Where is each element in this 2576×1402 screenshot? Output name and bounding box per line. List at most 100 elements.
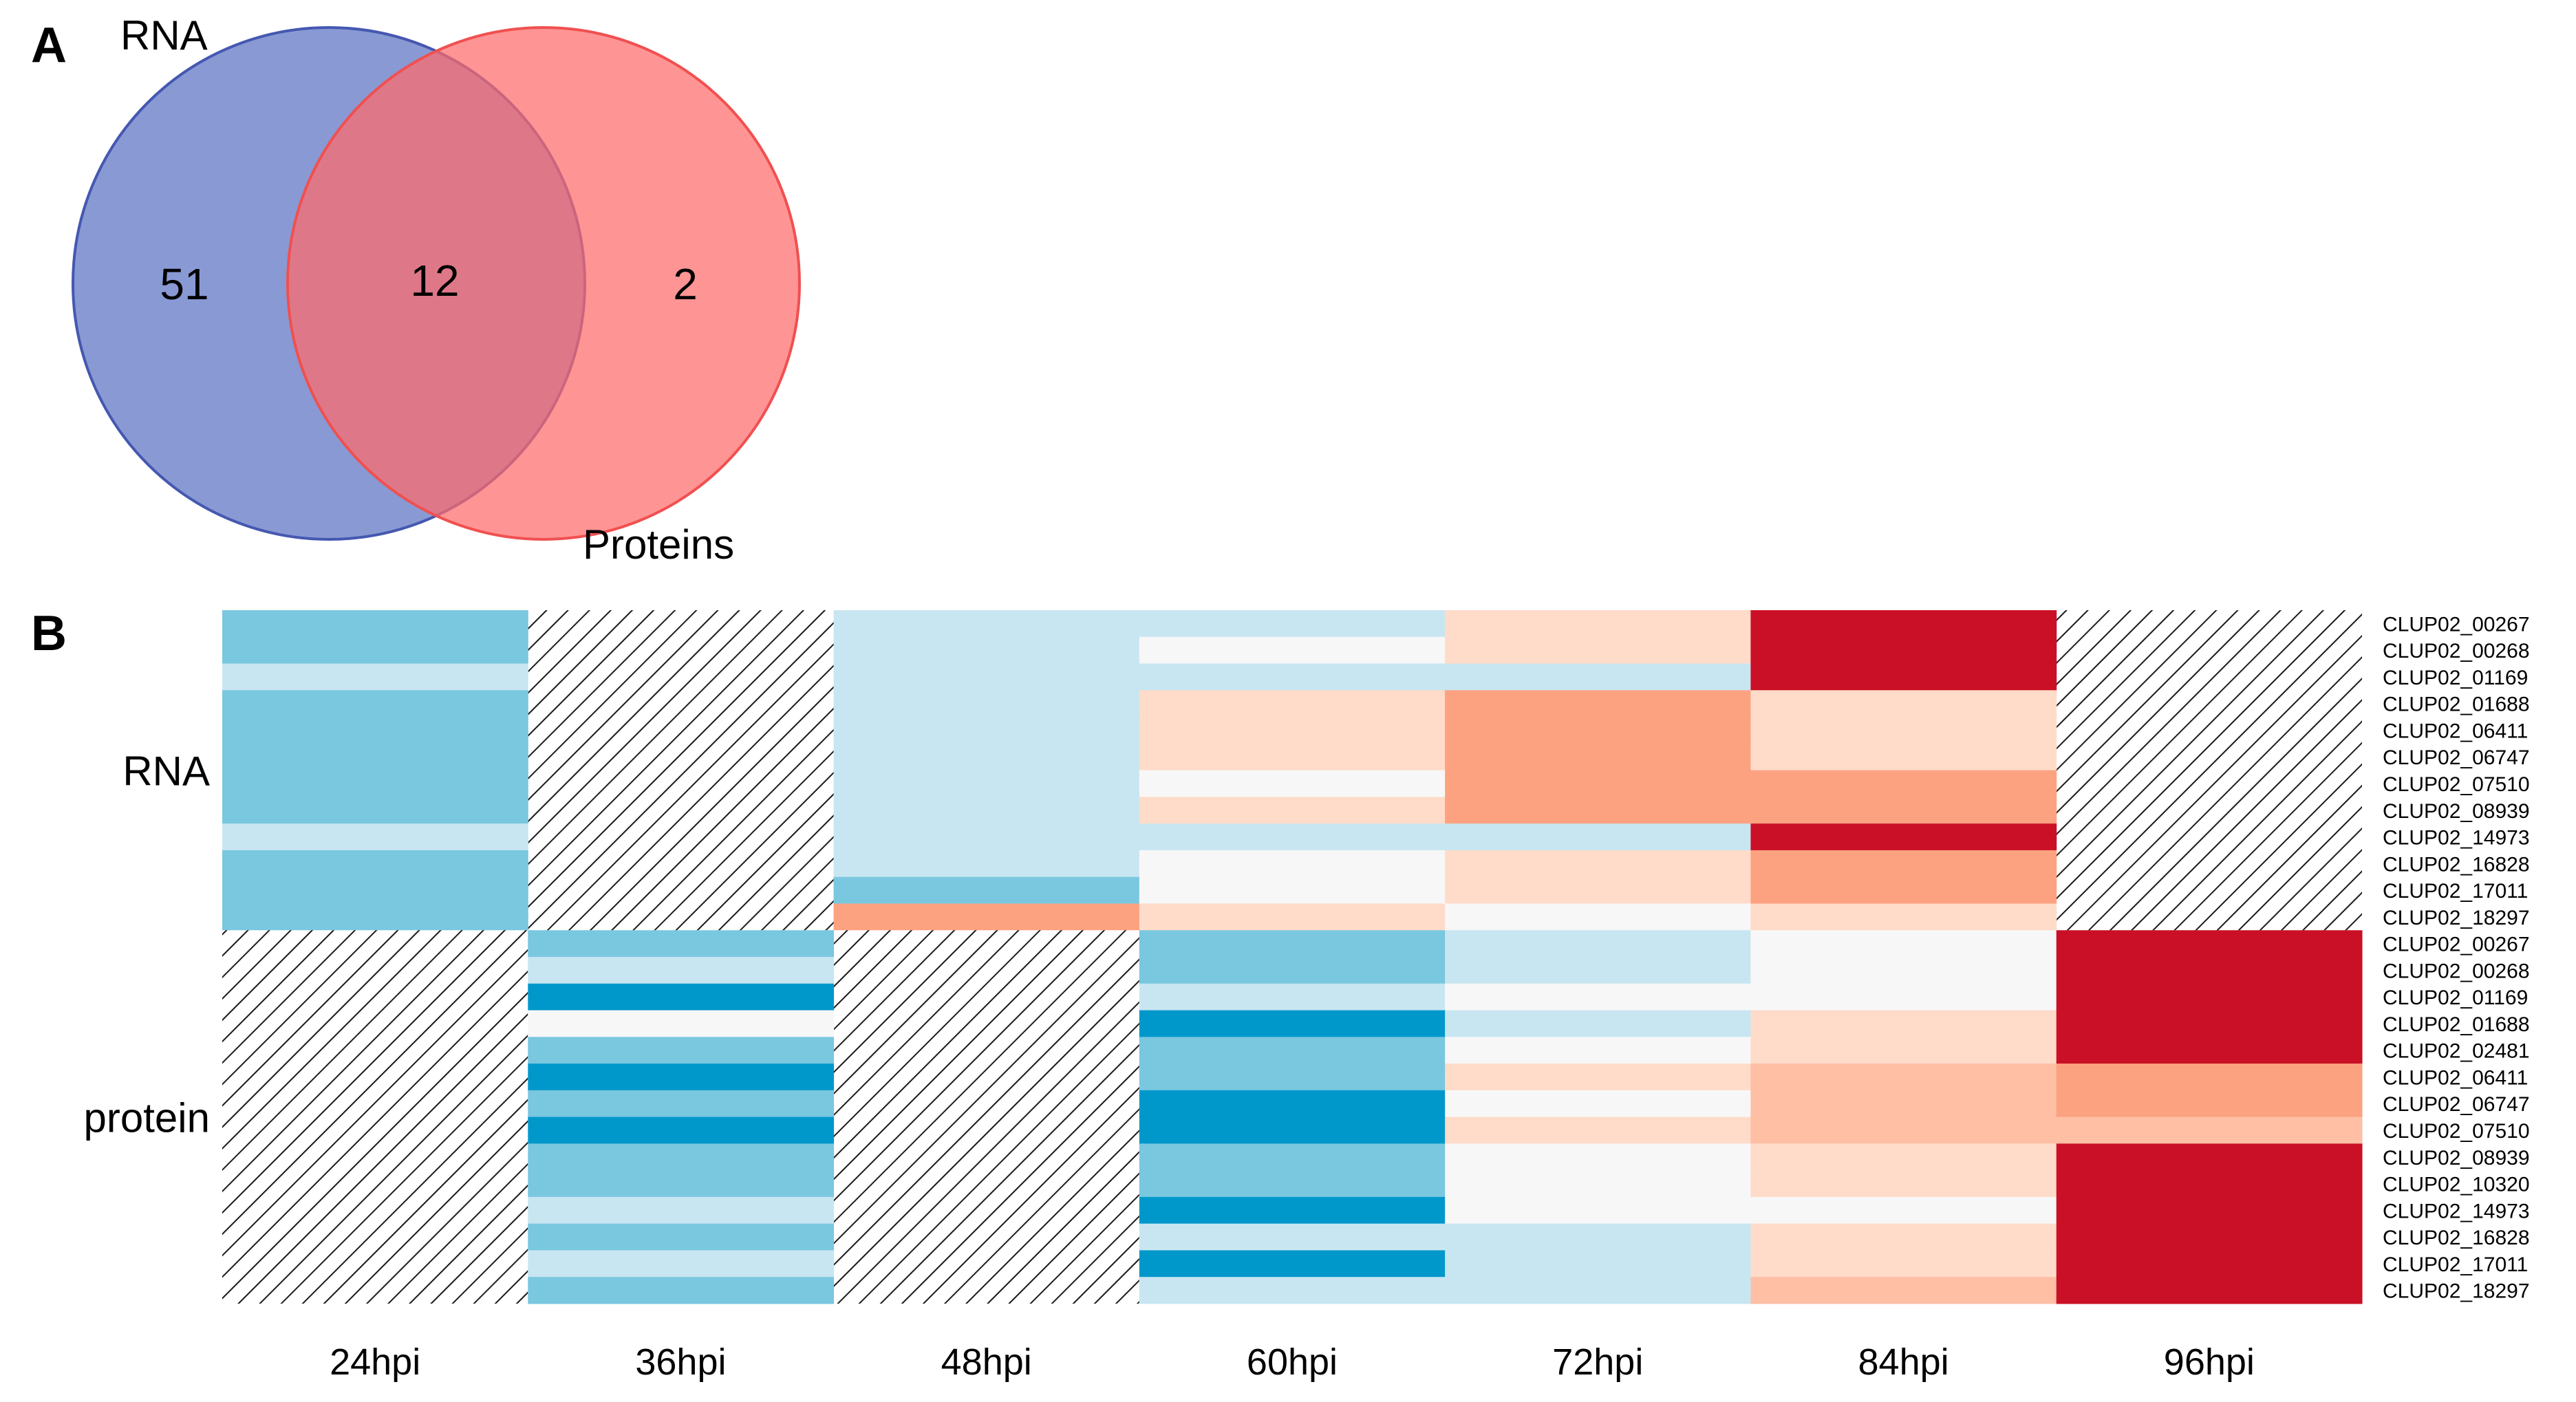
heatmap-cell	[1750, 930, 2057, 958]
group-label-protein: protein	[84, 1095, 210, 1141]
heatmap-cell	[1139, 876, 1446, 904]
heatmap-cell	[1139, 690, 1446, 718]
heatmap-cell	[1445, 610, 1751, 638]
heatmap-cell	[528, 1170, 835, 1198]
heatmap-cell	[1139, 930, 1446, 958]
heatmap-cell	[1750, 1064, 2057, 1091]
column-label: 96hpi	[2164, 1341, 2255, 1383]
row-label: CLUP02_01169	[2383, 667, 2528, 689]
heatmap-cell	[222, 823, 528, 851]
heatmap-cell	[1445, 1064, 1751, 1091]
heatmap-cell	[2056, 1010, 2363, 1037]
heatmap-cell	[1445, 1277, 1751, 1304]
heatmap-cell	[2056, 1250, 2363, 1277]
heatmap-cell	[833, 717, 1140, 744]
row-label: CLUP02_01688	[2383, 1013, 2530, 1036]
column-label: 48hpi	[941, 1341, 1032, 1383]
heatmap-cell	[1445, 743, 1751, 771]
heatmap-cell	[1750, 1090, 2057, 1118]
heatmap-cell	[1445, 1090, 1751, 1118]
heatmap-cell	[1445, 983, 1751, 1011]
column-label: 84hpi	[1858, 1341, 1949, 1383]
heatmap-cells	[222, 610, 2363, 1304]
heatmap-cell	[1445, 717, 1751, 744]
heatmap-cell	[1139, 797, 1446, 824]
heatmap-cell	[1750, 717, 2057, 744]
heatmap-cell	[1445, 1223, 1751, 1251]
row-labels: CLUP02_00267 CLUP02_00268 CLUP02_01169 CLUP…	[2383, 613, 2530, 1302]
heatmap-cell	[1445, 1117, 1751, 1144]
missing-block-rna-96hpi	[2056, 610, 2362, 931]
heatmap-cell	[1139, 957, 1446, 984]
heatmap-cell	[2056, 1037, 2363, 1064]
heatmap-cell	[1750, 957, 2057, 984]
row-label: CLUP02_06411	[2383, 1066, 2528, 1089]
heatmap-cell	[833, 663, 1140, 691]
heatmap-cell	[1139, 1196, 1446, 1225]
venn-count-rna-only: 51	[160, 259, 208, 309]
venn-count-proteins-only: 2	[673, 259, 698, 309]
heatmap-cell	[833, 690, 1140, 718]
row-label: CLUP02_16828	[2383, 853, 2530, 876]
row-label: CLUP02_08939	[2383, 1147, 2530, 1169]
heatmap-cell	[833, 770, 1140, 797]
heatmap-cell	[2056, 1143, 2363, 1171]
heatmap-cell	[222, 743, 528, 771]
heatmap-cell	[1139, 1143, 1446, 1171]
row-label: CLUP02_06747	[2383, 746, 2530, 769]
row-label: CLUP02_00268	[2383, 960, 2530, 982]
heatmap-cell	[528, 1250, 835, 1277]
heatmap-cell	[1139, 1090, 1446, 1118]
row-label: CLUP02_17011	[2383, 1253, 2528, 1276]
row-label: CLUP02_08939	[2383, 800, 2530, 823]
heatmap-cell	[222, 876, 528, 904]
heatmap-cell	[833, 850, 1140, 878]
heatmap-cell	[222, 717, 528, 744]
row-label: CLUP02_02481	[2383, 1040, 2530, 1063]
heatmap-cell	[1445, 930, 1751, 958]
row-label: CLUP02_16828	[2383, 1227, 2530, 1249]
heatmap-cell	[528, 1223, 835, 1251]
row-label: CLUP02_17011	[2383, 880, 2528, 903]
heatmap-cell	[1139, 1010, 1446, 1037]
heatmap-cell	[1750, 876, 2057, 904]
heatmap-cell	[222, 610, 528, 638]
heatmap-cell	[1139, 743, 1446, 771]
heatmap-cell	[2056, 1064, 2363, 1091]
heatmap-cell	[833, 743, 1140, 771]
group-label-rna: RNA	[122, 748, 210, 795]
heatmap-cell	[1139, 663, 1446, 691]
heatmap-cell	[1139, 717, 1446, 744]
heatmap-cell	[1750, 797, 2057, 824]
heatmap-cell	[1750, 1223, 2057, 1251]
row-label: CLUP02_01688	[2383, 693, 2530, 716]
heatmap-cell	[1139, 903, 1446, 931]
panel-label-a: A	[31, 18, 67, 73]
heatmap-cell	[2056, 930, 2363, 958]
row-label: CLUP02_00267	[2383, 613, 2530, 636]
heatmap-cell	[1750, 850, 2057, 878]
heatmap-cell	[1750, 770, 2057, 797]
row-label: CLUP02_10320	[2383, 1174, 2530, 1196]
heatmap-cell	[1750, 823, 2057, 851]
heatmap-cell	[1445, 770, 1751, 797]
panel-label-b: B	[31, 606, 67, 661]
column-label: 24hpi	[330, 1341, 420, 1383]
heatmap-cell	[1139, 770, 1446, 797]
missing-block-rna-36hpi	[528, 610, 834, 931]
heatmap-cell	[2056, 1090, 2363, 1118]
group-labels: RNA protein	[84, 748, 210, 1141]
heatmap-cell	[222, 636, 528, 665]
heatmap-cell	[1139, 850, 1446, 878]
heatmap-cell	[222, 690, 528, 718]
heatmap-cell	[2056, 957, 2363, 984]
heatmap-cell	[528, 1010, 835, 1037]
heatmap-cell	[528, 983, 835, 1011]
heatmap-cell	[1445, 876, 1751, 904]
heatmap-cell	[1445, 1170, 1751, 1198]
heatmap-cell	[222, 797, 528, 824]
heatmap-cell	[1750, 743, 2057, 771]
venn-panel: A RNA 51 12 2 Proteins	[31, 12, 801, 568]
row-label: CLUP02_00267	[2383, 934, 2530, 956]
